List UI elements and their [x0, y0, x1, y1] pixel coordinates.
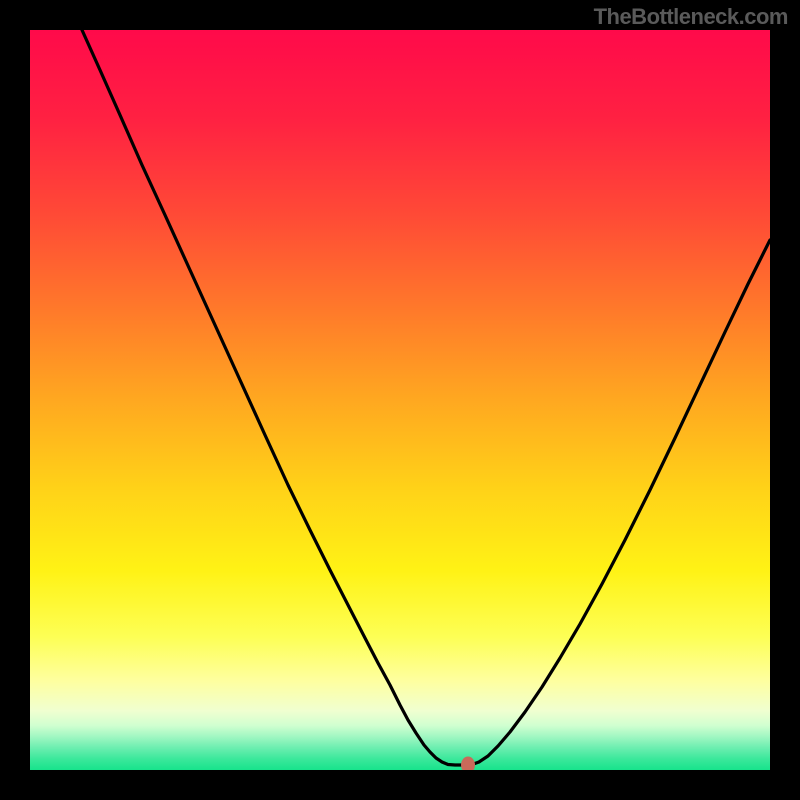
chart-canvas	[30, 30, 770, 770]
gradient-background	[30, 30, 770, 770]
watermark-text: TheBottleneck.com	[594, 4, 788, 30]
bottleneck-chart	[30, 30, 770, 770]
